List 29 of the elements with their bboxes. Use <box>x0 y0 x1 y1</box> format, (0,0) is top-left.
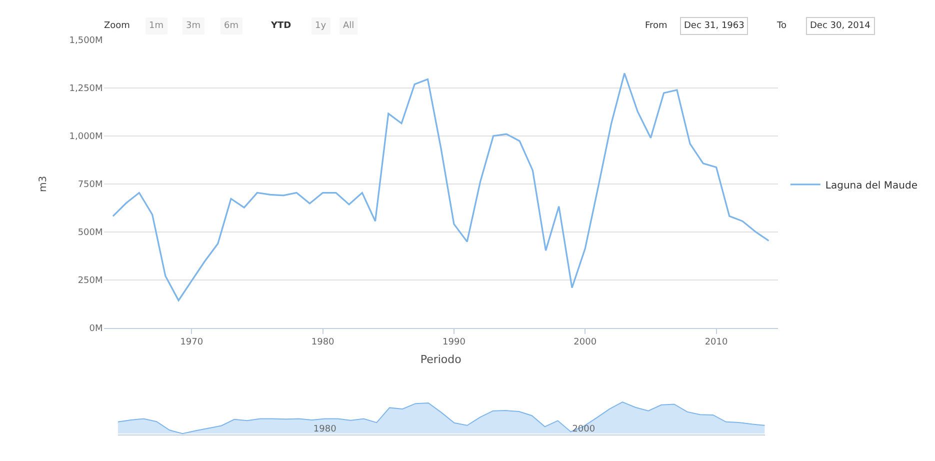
text: Dec 31, 1963 <box>684 21 744 31</box>
text: 6m <box>224 21 238 31</box>
text: To <box>776 21 787 31</box>
x-tick-label: 1990 <box>442 338 466 348</box>
y-axis-title: m3 <box>38 176 50 192</box>
y-tick-label: 1,250M <box>69 84 103 94</box>
text: 1y <box>315 21 327 31</box>
y-tick-label: 250M <box>78 276 103 286</box>
x-tick-label: 2000 <box>574 338 597 348</box>
text: YTD <box>270 21 292 31</box>
x-tick-label: 1970 <box>180 338 204 348</box>
text: All <box>343 21 354 31</box>
y-tick-label: 0M <box>89 324 103 334</box>
x-tick-label: 2000 <box>572 424 596 434</box>
text: From <box>645 21 668 31</box>
x-axis-title: Periodo <box>420 352 462 366</box>
text: 1m <box>149 21 164 31</box>
x-tick-label: 1980 <box>311 338 335 348</box>
line-series <box>112 72 770 302</box>
y-tick-label: 500M <box>78 228 103 238</box>
legend-label: Laguna del Maude <box>825 180 918 192</box>
y-tick-label: 750M <box>78 180 103 190</box>
y-tick-label: 1,000M <box>69 132 103 142</box>
y-tick-label: 1,500M <box>69 36 103 46</box>
x-tick-label: 1980 <box>313 424 337 434</box>
text: Zoom <box>104 21 130 31</box>
text: Dec 30, 2014 <box>810 21 871 31</box>
text: 3m <box>186 21 200 31</box>
x-tick-label: 2010 <box>704 338 728 348</box>
